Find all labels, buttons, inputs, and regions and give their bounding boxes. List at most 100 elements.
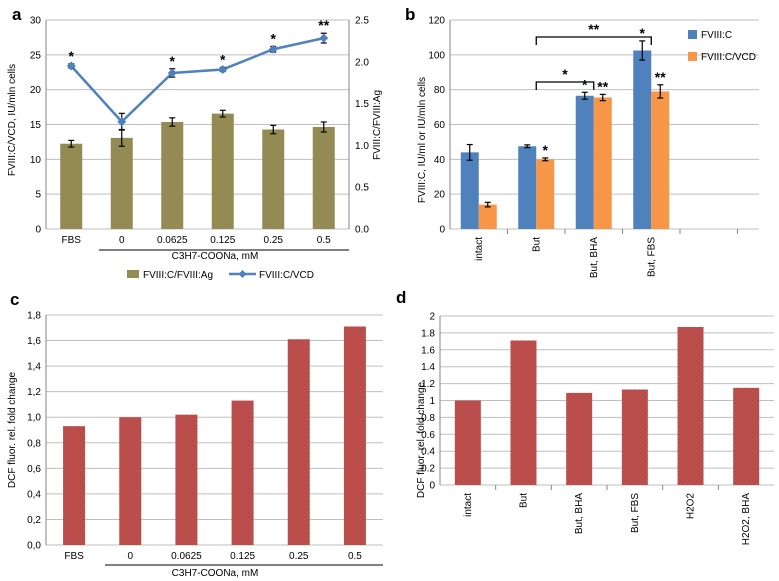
panel-d-tick-label: 0.8: [421, 413, 435, 424]
panel-c-tick-label: 0,8: [27, 438, 41, 449]
legend-label-vcd: FVIII:C/VCD: [259, 270, 314, 281]
panel-b-significance: *: [582, 76, 588, 92]
legend-label-fviii-c: FVIII:C: [701, 30, 732, 41]
panel-d-tick-label: 0.4: [421, 447, 435, 458]
panel-a-line-marker: [319, 33, 329, 43]
panel-c-tick-label: 1,2: [27, 387, 41, 398]
panel-b-category-label: But, BHA: [589, 237, 600, 278]
panel-a-significance: **: [318, 17, 329, 33]
panel-a-left-tick-label: 20: [30, 85, 42, 96]
panel-a-y-left-label: FVIII:C/VCD, IU/mln cells: [7, 64, 18, 176]
panel-a-bar: [262, 129, 285, 229]
panel-b-bracket: [535, 36, 652, 45]
panel-a-letter: a: [12, 5, 22, 24]
panel-c-tick-label: 1,4: [27, 362, 41, 373]
panel-b-bar-fviii-c-vcd: [593, 97, 612, 229]
legend-label-fviii-c-vcd: FVIII:C/VCD: [701, 52, 756, 63]
panel-a-right-tick-label: 2.5: [355, 16, 369, 27]
panel-d-category-label: H2O2, BHA: [741, 493, 752, 546]
panel-b-bar-fviii-c: [460, 152, 479, 229]
panel-a-bar: [211, 113, 234, 229]
panel-c: c DCF fluor. rel. fold change C3H7-COONa…: [7, 290, 383, 579]
legend-swatch-fviii-c-vcd: [688, 52, 697, 61]
panel-d-bar-texture: [566, 392, 593, 485]
panel-a-line-marker: [66, 61, 76, 71]
legend-swatch-marker: [238, 270, 247, 278]
panel-a-group-label: C3H7-COONa, mM: [172, 251, 259, 262]
panel-a-right-tick-label: 0.0: [355, 225, 369, 236]
panel-d-tick-label: 1.8: [421, 328, 435, 339]
legend-swatch-bar: [127, 270, 139, 278]
panel-c-tick-label: 1,0: [27, 413, 41, 424]
panel-d-tick-label: 1.4: [421, 362, 435, 373]
panel-a-right-tick-label: 0.5: [355, 183, 369, 194]
panel-b-tick-label: 20: [434, 190, 446, 201]
panel-c-category-label: FBS: [64, 551, 84, 562]
panel-b-bar-fviii-c: [518, 146, 537, 229]
panel-a-right-tick-label: 1.5: [355, 99, 369, 110]
panel-a-category-label: 0.5: [317, 235, 331, 246]
panel-b-category-label: But, FBS: [646, 237, 657, 277]
panel-b-bar-fviii-c-vcd: [478, 204, 497, 229]
panel-d-category-label: But, BHA: [574, 493, 585, 534]
panel-a-right-tick-label: 2.0: [355, 57, 369, 68]
panel-a-y-right-label: FVIII:C/FVIII:Ag: [372, 90, 383, 160]
panel-a-bar: [312, 127, 335, 229]
panel-c-bar-texture: [119, 417, 142, 545]
panel-a-line-marker: [167, 68, 177, 78]
panel-a-bar: [161, 121, 184, 229]
panel-b-bar-fviii-c: [575, 95, 594, 229]
panel-a-line-marker: [268, 44, 278, 54]
panel-b-significance: **: [597, 78, 608, 94]
panel-b-category-label: But: [531, 237, 542, 252]
panel-b-category-label: intact: [474, 237, 485, 261]
panel-d-bar-texture: [733, 387, 760, 485]
panel-a-line-marker: [117, 117, 127, 127]
panel-d-category-label: H2O2: [686, 493, 697, 520]
panel-a-category-label: 0.125: [210, 235, 235, 246]
panel-d-tick-label: 1.6: [421, 345, 435, 356]
panel-c-bar-texture: [63, 426, 86, 545]
panel-b-bracket-label: *: [562, 66, 568, 82]
panel-b-bar-fviii-c-vcd: [651, 91, 670, 230]
panel-a-significance: *: [69, 48, 75, 64]
panel-c-category-label: 0.0625: [171, 551, 202, 562]
panel-d-bar-texture: [677, 326, 704, 485]
panel-a-significance: *: [271, 30, 277, 46]
panel-a-left-tick-label: 25: [30, 50, 42, 61]
panel-a-line-series: [70, 36, 325, 124]
panel-b-bar-fviii-c: [633, 50, 652, 229]
panel-c-tick-label: 0,6: [27, 464, 41, 475]
panel-a-bar: [110, 137, 133, 229]
panel-b-bar-fviii-c-vcd: [536, 159, 555, 229]
panel-c-category-label: 0: [127, 551, 133, 562]
panel-c-category-label: 0.25: [289, 551, 309, 562]
panel-b-significance: *: [640, 25, 646, 41]
panel-b-bracket-label: **: [588, 21, 599, 37]
panel-d-tick-label: 1: [429, 396, 435, 407]
panel-d-bar-texture: [454, 400, 481, 485]
panel-c-group-label: C3H7-COONa, mM: [172, 568, 259, 579]
panel-b-significance: **: [655, 69, 666, 85]
panel-a-legend: FVIII:C/FVIII:Ag FVIII:C/VCD: [127, 270, 314, 281]
panel-d-tick-label: 0: [429, 481, 435, 492]
panel-b-tick-label: 40: [434, 155, 446, 166]
panel-b-legend: FVIII:C FVIII:C/VCD: [688, 30, 756, 63]
panel-d-category-label: But: [519, 493, 530, 508]
panel-a-category-label: FBS: [62, 235, 82, 246]
panel-d-category-label: But, FBS: [630, 493, 641, 533]
panel-d-y-label: DCF fluor. rel. fold change: [416, 381, 427, 498]
panel-d-tick-label: 2: [429, 312, 435, 323]
panel-a-category-label: 0.0625: [157, 235, 188, 246]
panel-b-significance: *: [543, 142, 549, 158]
panel-b-tick-label: 0: [439, 225, 445, 236]
panel-d-bar-texture: [510, 340, 537, 485]
panel-d-category-label: intact: [463, 493, 474, 517]
panel-b-tick-label: 100: [428, 50, 445, 61]
panel-a-bar: [60, 143, 83, 229]
panel-a-category-label: 0.25: [264, 235, 284, 246]
panel-c-tick-label: 1,8: [27, 311, 41, 322]
panel-d-tick-label: 0.6: [421, 430, 435, 441]
panel-d-bar-texture: [621, 389, 648, 485]
